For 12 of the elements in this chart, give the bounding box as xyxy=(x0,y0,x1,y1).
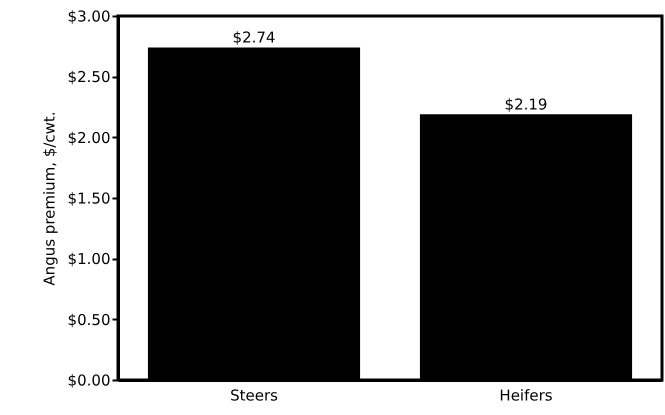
x-tick-label: Heifers xyxy=(499,386,553,404)
y-tick-label: $2.50 xyxy=(68,68,110,86)
y-tick-label: $0.00 xyxy=(68,372,110,390)
y-axis-title: Angus premium, $/cwt. xyxy=(40,111,59,286)
x-tick-label: Steers xyxy=(230,386,278,404)
y-tick-label: $1.50 xyxy=(68,190,110,208)
y-tick-label: $2.00 xyxy=(68,128,110,147)
y-tick-label: $1.00 xyxy=(68,250,110,268)
y-tick-label: $0.50 xyxy=(68,310,110,329)
y-tick-label: $3.00 xyxy=(68,8,110,26)
data-label: $2.74 xyxy=(232,28,276,47)
data-label: $2.19 xyxy=(504,95,548,114)
